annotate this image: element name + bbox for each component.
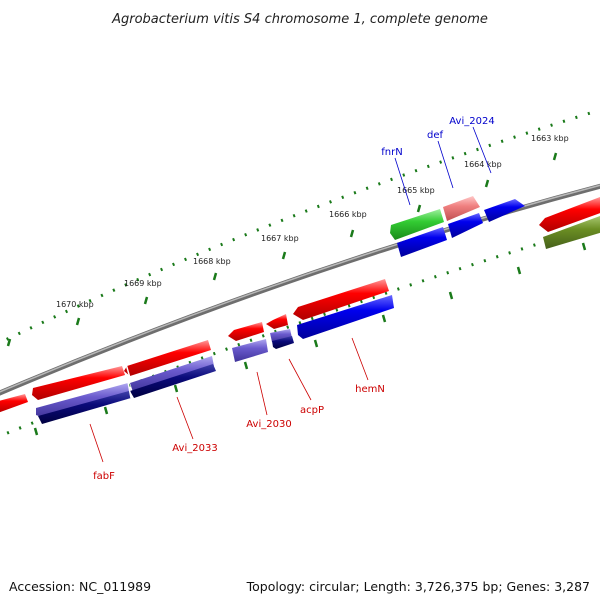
gene-label-hemn[interactable]: hemN (355, 384, 385, 395)
tick-label: 1665 kbp (397, 186, 435, 195)
tick-label: 1664 kbp (464, 160, 502, 169)
gene-feature (32, 366, 125, 400)
gene-feature (443, 196, 480, 221)
gene-label-avi2024[interactable]: Avi_2024 (449, 116, 494, 127)
gene-label-avi2030[interactable]: Avi_2030 (246, 419, 291, 430)
gene-label-acpp[interactable]: acpP (300, 405, 324, 416)
gene-feature (130, 356, 214, 392)
genome-backbone (0, 183, 600, 396)
gene-feature (448, 213, 483, 238)
gene-feature (124, 340, 211, 376)
gene-feature (293, 279, 389, 320)
gene-feature (397, 227, 447, 257)
gene-feature (36, 383, 131, 418)
tick-label: 1669 kbp (124, 279, 162, 288)
genome-backbone-highlight (0, 184, 600, 393)
tick-label: 1667 kbp (261, 234, 299, 243)
gene-feature (0, 394, 28, 413)
gene-feature (484, 199, 525, 222)
gene-feature (539, 197, 600, 232)
gene-feature (297, 295, 394, 339)
tick-label: 1670 kbp (56, 300, 94, 309)
genome-summary-text: Topology: circular; Length: 3,726,375 bp… (246, 579, 590, 594)
gene-label-def[interactable]: def (427, 130, 444, 141)
gene-feature (266, 314, 288, 329)
accession-text: Accession: NC_011989 (9, 579, 152, 594)
gene-feature (390, 209, 444, 240)
gene-feature (543, 216, 600, 249)
gene-label-avi2033[interactable]: Avi_2033 (172, 443, 217, 454)
gene-feature (38, 391, 131, 424)
map-title: Agrobacterium vitis S4 chromosome 1, com… (111, 12, 488, 27)
tick-label: 1668 kbp (193, 257, 231, 266)
gene-label-fnrn[interactable]: fnrN (381, 147, 402, 158)
gene-feature (232, 339, 268, 362)
forward-cds (0, 197, 600, 413)
gene-feature (130, 364, 216, 398)
gene-feature (272, 336, 294, 349)
tick-label: 1663 kbp (531, 134, 569, 143)
tick-label: 1666 kbp (329, 210, 367, 219)
major-ticks (6, 152, 587, 436)
gene-label-fabf[interactable]: fabF (93, 471, 115, 482)
upper-features (390, 196, 480, 240)
feature-separators (125, 207, 447, 399)
reverse-cds (36, 199, 600, 424)
label-leaders (89, 126, 492, 463)
gene-feature (228, 322, 264, 341)
